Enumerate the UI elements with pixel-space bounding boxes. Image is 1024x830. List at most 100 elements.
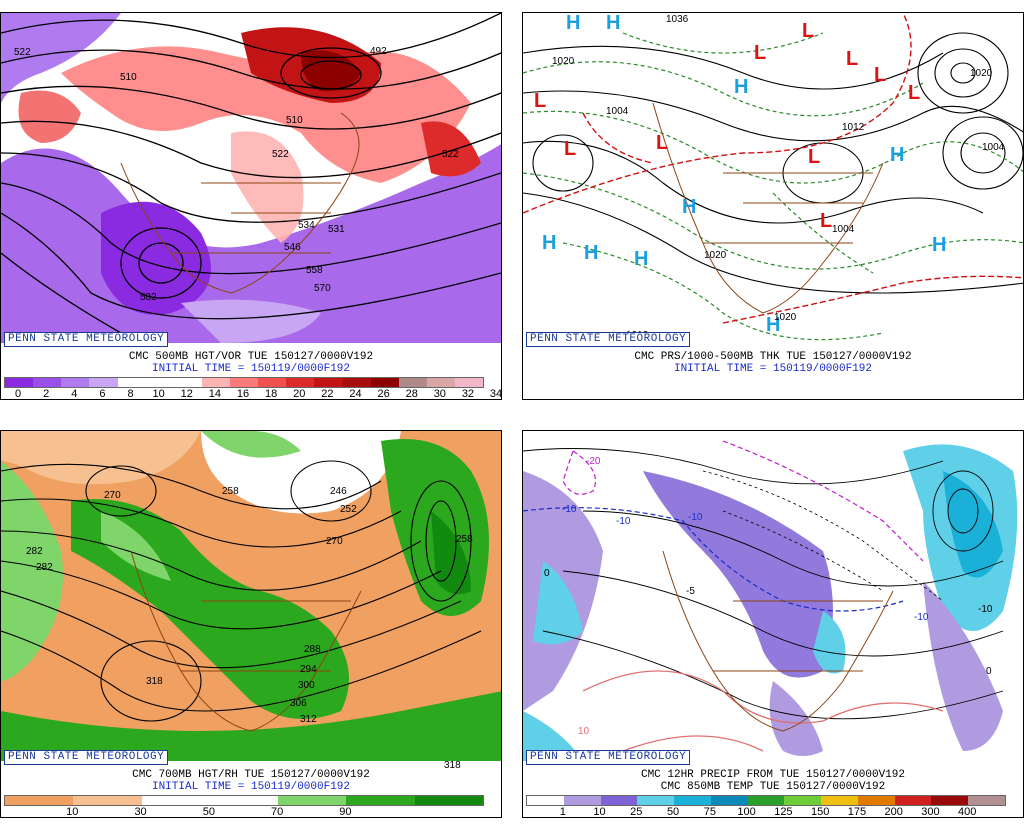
high-pressure-marker: H: [890, 144, 905, 166]
color-scale-label: 150: [810, 806, 830, 818]
color-scale-label: 70: [271, 806, 284, 818]
contour-label: 288: [304, 644, 321, 655]
contour-label: 270: [326, 536, 343, 547]
penn-state-badge: PENN STATE METEOROLOGY: [526, 332, 691, 347]
high-pressure-marker: H: [734, 76, 749, 98]
color-scale-label: 10: [593, 806, 606, 818]
temp-label: -10: [616, 516, 631, 527]
color-scale-label: 300: [921, 806, 940, 818]
color-scale-label: 10: [152, 388, 165, 400]
color-scale-label: 18: [264, 388, 278, 400]
vorticity-scale-labels: 0 2 4 6 8 10 12 14 16 18 20 22 24 26 28 30 32 34: [4, 388, 502, 400]
contour-label: 558: [306, 265, 323, 276]
rh-color-scale: [4, 795, 484, 806]
color-scale-swatch: [931, 796, 969, 805]
panel-pressure-thickness: L L L L L L L L L L H H H H H H H H H H …: [522, 12, 1024, 412]
high-pressure-marker: H: [766, 314, 781, 336]
initial-time: INITIAL TIME = 150119/0000F192: [151, 781, 351, 793]
temp-label: 0: [544, 568, 550, 579]
color-scale-swatch: [857, 796, 895, 805]
color-scale-swatch: [346, 796, 415, 805]
color-scale-swatch: [230, 378, 259, 387]
low-pressure-marker: L: [754, 42, 767, 64]
contour-label: 246: [330, 486, 347, 497]
color-scale-swatch: [426, 378, 455, 387]
isobar-label: 1004: [606, 106, 629, 117]
color-scale-label: 4: [71, 388, 78, 400]
color-scale-swatch: [674, 796, 711, 805]
color-scale-swatch: [33, 378, 62, 387]
color-scale-label: 30: [433, 388, 446, 400]
contour-label: 306: [290, 698, 307, 709]
isobar-label: 1012: [842, 122, 865, 133]
isobar-label: 1004: [982, 142, 1005, 153]
vorticity-map: [0, 12, 502, 400]
color-scale-swatch: [710, 796, 748, 805]
map-title: CMC PRS/1000-500MB THK TUE 150127/0000V1…: [634, 351, 912, 363]
map-title: CMC 500MB HGT/VOR TUE 150127/0000V192: [128, 351, 374, 363]
low-pressure-marker: L: [874, 64, 887, 86]
color-scale-label: 14: [208, 388, 221, 400]
color-scale-swatch: [563, 796, 601, 805]
color-scale-swatch: [747, 796, 785, 805]
color-scale-swatch: [5, 378, 34, 387]
color-scale-label: 2: [43, 388, 50, 400]
high-pressure-marker: H: [682, 196, 697, 218]
color-scale-label: 24: [349, 388, 362, 400]
color-scale-swatch: [370, 378, 399, 387]
low-pressure-marker: L: [820, 210, 833, 232]
color-scale-label: 175: [847, 806, 867, 818]
color-scale-swatch: [455, 378, 484, 387]
color-scale-swatch: [527, 796, 564, 805]
color-scale-label: 50: [666, 806, 680, 818]
color-scale-label: 8: [127, 388, 134, 400]
low-pressure-marker: L: [908, 82, 921, 104]
color-scale-label: 1: [559, 806, 566, 818]
low-pressure-marker: L: [802, 20, 815, 42]
color-scale-label: 16: [236, 388, 250, 400]
contour-label: 312: [300, 714, 317, 725]
contour-label: 300: [298, 680, 315, 691]
color-scale-swatch: [145, 378, 174, 387]
contour-label: 510: [120, 72, 137, 83]
color-scale-swatch: [201, 378, 230, 387]
color-scale-swatch: [398, 378, 427, 387]
color-scale-swatch: [286, 378, 315, 387]
rh-map-graphic: [1, 431, 501, 761]
color-scale-swatch: [209, 796, 279, 805]
temp-label: -10: [914, 612, 929, 623]
initial-time: INITIAL TIME = 150119/0000F192: [151, 363, 351, 375]
contour-label: 252: [340, 504, 357, 515]
panel-precip-850temp: -20 -10 -10 -10 -10 0 10 -5 -10 0 PENN S…: [522, 430, 1024, 830]
pressure-map-graphic: [523, 13, 1023, 341]
temp-label: -5: [686, 586, 695, 597]
contour-label: 522: [14, 47, 31, 58]
isobar-label: 1020: [552, 56, 575, 67]
color-scale-swatch: [821, 796, 858, 805]
contour-label: 270: [104, 490, 121, 501]
color-scale-label: 10: [66, 806, 79, 818]
color-scale-label: 6: [99, 388, 106, 400]
high-pressure-marker: H: [584, 242, 599, 264]
temp-label: -20: [586, 456, 601, 467]
color-scale-swatch: [600, 796, 638, 805]
panel-500mb-vorticity: 522 510 492 510 522 522 534 546 558 570 …: [0, 12, 502, 412]
color-scale-swatch: [784, 796, 822, 805]
color-scale-label: 200: [884, 806, 903, 818]
temp-label: 10: [578, 726, 590, 737]
contour-label: 258: [222, 486, 239, 497]
high-pressure-marker: H: [566, 12, 581, 34]
map-title: CMC 700MB HGT/RH TUE 150127/0000V192: [132, 769, 370, 781]
contour-label: 492: [370, 46, 387, 57]
vorticity-color-scale: [4, 377, 484, 388]
contour-label: 258: [456, 534, 473, 545]
color-scale-swatch: [637, 796, 675, 805]
color-scale-label: 100: [737, 806, 756, 818]
color-scale-swatch: [278, 796, 347, 805]
color-scale-label: 12: [180, 388, 193, 400]
contour-label: 531: [328, 224, 345, 235]
isobar-label: 1020: [774, 312, 797, 323]
color-scale-swatch: [141, 796, 210, 805]
low-pressure-marker: L: [656, 132, 669, 154]
rh-scale-labels: 10 30 50 70 90: [4, 806, 482, 818]
